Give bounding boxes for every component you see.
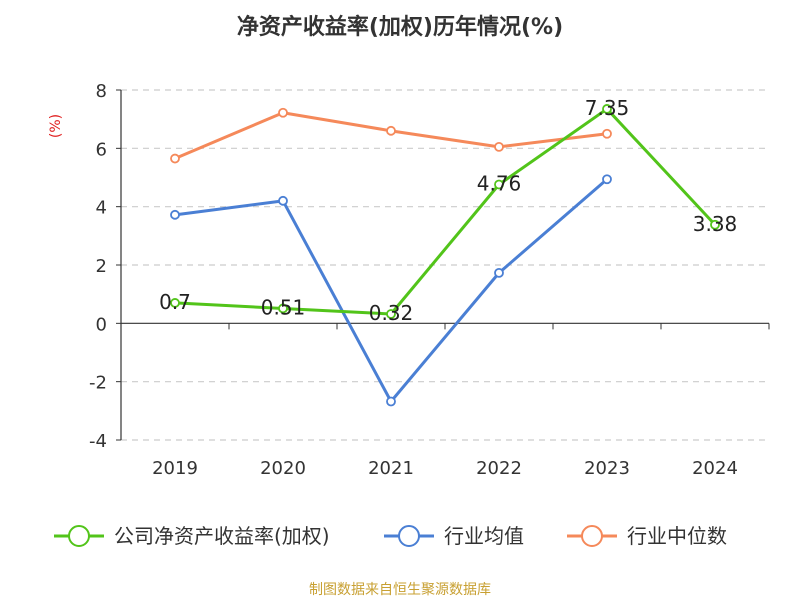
legend-item[interactable]: 行业中位数: [567, 524, 727, 548]
data-point[interactable]: [602, 128, 612, 139]
chart-title: 净资产收益率(加权)历年情况(%): [237, 14, 563, 40]
y-tick-label: 8: [96, 81, 107, 102]
data-point[interactable]: [602, 104, 612, 114]
y-axis-unit-label: (%): [48, 114, 64, 138]
data-point[interactable]: [386, 125, 396, 136]
data-label: 0.32: [369, 301, 414, 325]
legend-marker: [68, 525, 90, 547]
y-tick-label: -4: [89, 431, 107, 452]
axes: [116, 89, 770, 441]
legend-item[interactable]: 行业均值: [384, 524, 524, 548]
legend-item[interactable]: 公司净资产收益率(加权): [54, 524, 330, 548]
data-label: 3.38: [693, 212, 738, 236]
x-tick-label: 2023: [584, 458, 630, 479]
x-tick-labels: 2019 2020 2021 2022 2023 2024: [152, 458, 738, 479]
legend-label: 行业中位数: [627, 524, 727, 548]
y-tick-label: 6: [96, 139, 107, 160]
series-lines: [174, 107, 717, 403]
y-tick-labels: -4 -2 0 2 4 6 8: [89, 81, 107, 452]
x-tick-label: 2019: [152, 458, 198, 479]
data-point[interactable]: [494, 179, 504, 190]
series-line: [174, 107, 717, 316]
data-point[interactable]: [710, 219, 720, 230]
y-tick-label: 4: [96, 198, 107, 219]
data-labels: 0.7 0.51 0.32 4.76 7.35 3.38: [159, 96, 737, 325]
series-points: [170, 104, 720, 407]
y-tick-label: 2: [96, 256, 107, 277]
data-point[interactable]: [170, 298, 180, 308]
x-tick-label: 2024: [692, 458, 738, 479]
y-tick-label: 0: [96, 314, 107, 335]
data-point[interactable]: [602, 174, 612, 185]
legend[interactable]: 公司净资产收益率(加权) 行业均值 行业中位数: [54, 524, 727, 548]
data-point[interactable]: [278, 107, 288, 118]
data-point[interactable]: [386, 396, 396, 407]
data-point[interactable]: [494, 267, 504, 278]
data-label: 7.35: [585, 96, 630, 120]
y-tick-label: -2: [89, 373, 107, 394]
data-point[interactable]: [170, 153, 180, 164]
data-point[interactable]: [278, 195, 288, 206]
x-tick-label: 2022: [476, 458, 522, 479]
data-label: 4.76: [477, 172, 522, 196]
data-label: 0.51: [261, 295, 306, 319]
x-tick-label: 2020: [260, 458, 306, 479]
legend-marker: [398, 525, 420, 547]
x-tick-label: 2021: [368, 458, 414, 479]
legend-label: 公司净资产收益率(加权): [114, 524, 330, 548]
series-line: [174, 178, 608, 403]
data-label: 0.7: [159, 290, 191, 314]
legend-label: 行业均值: [444, 524, 524, 548]
data-point[interactable]: [278, 303, 288, 314]
source-note: 制图数据来自恒生聚源数据库: [309, 582, 491, 598]
data-point[interactable]: [494, 141, 504, 152]
legend-marker: [581, 525, 603, 547]
data-point[interactable]: [386, 309, 396, 319]
data-point[interactable]: [170, 209, 180, 220]
grid-lines: [121, 89, 769, 441]
